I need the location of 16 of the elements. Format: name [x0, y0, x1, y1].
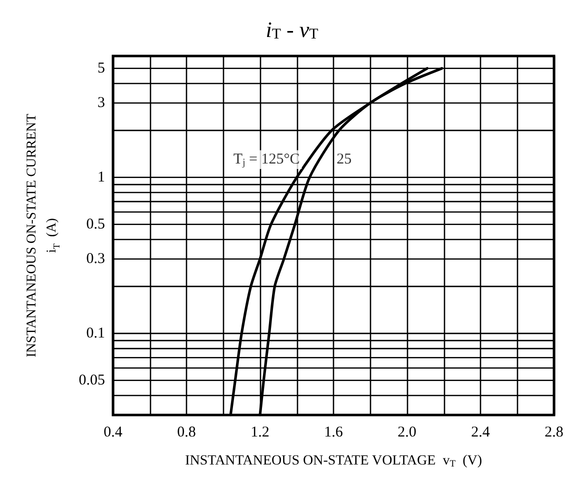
x-tick-label: 0.4 [104, 424, 123, 440]
y-tick-label: 1 [98, 169, 105, 186]
chart-title: iT - vT [266, 16, 318, 42]
y-tick-label: 0.05 [78, 372, 105, 388]
x-tick-label: 2.8 [544, 424, 564, 440]
annotation: 25 [336, 152, 352, 168]
x-tick-label: 2.0 [398, 424, 416, 440]
x-tick-label: 0.8 [177, 424, 196, 440]
x-tick-label: 2.4 [471, 424, 490, 440]
y-tick-label: 0.1 [86, 325, 105, 342]
y-tick-label: 3 [98, 94, 105, 111]
x-tick-label: 1.6 [324, 424, 344, 440]
y-tick-label: 0.3 [86, 250, 105, 267]
y-tick-label: 5 [98, 60, 105, 76]
y-tick-label: 0.5 [86, 216, 105, 232]
x-tick-label: 1.2 [250, 424, 270, 440]
